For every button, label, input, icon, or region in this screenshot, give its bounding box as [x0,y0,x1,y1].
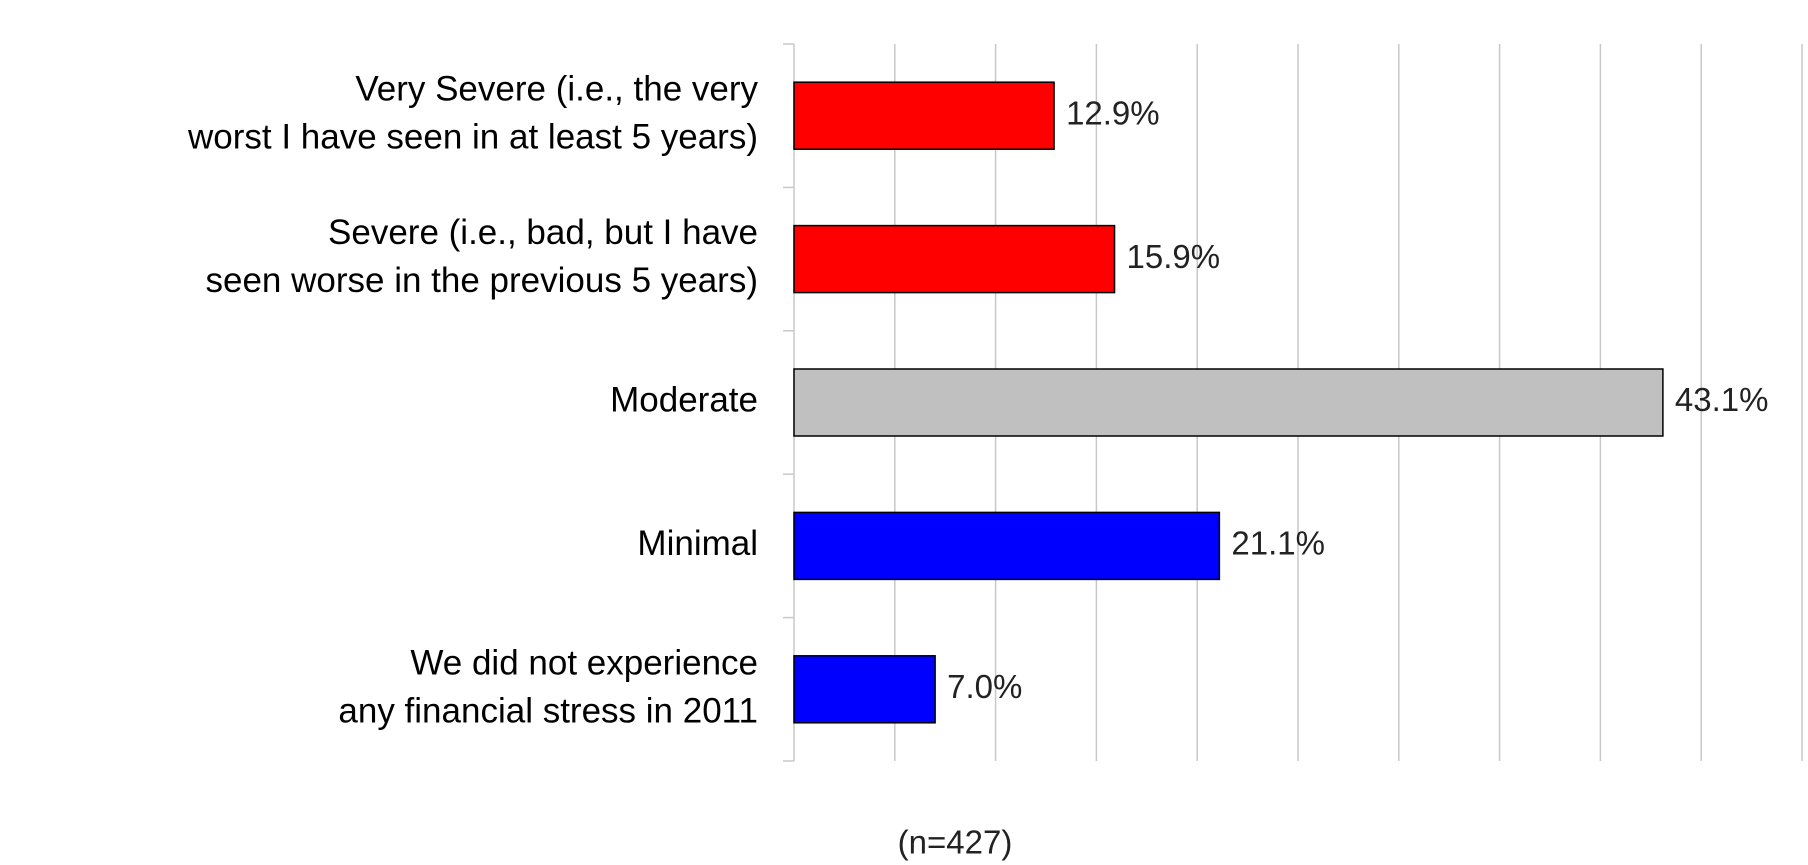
category-label: Severe (i.e., bad, but I have seen worse … [206,213,759,300]
bar [793,655,936,724]
category-label-line: seen worse in the previous 5 years) [206,261,759,300]
category-label: We did not experience any financial stres… [338,644,758,731]
category-label-line: Severe (i.e., bad, but I have [328,213,758,252]
value-label: 7.0% [947,668,1022,705]
category-label-line: Moderate [610,381,758,420]
bar [793,511,1221,581]
value-label: 12.9% [1066,94,1160,131]
category-label-line: any financial stress in 2011 [338,692,758,731]
value-label: 43.1% [1675,381,1769,418]
category-label-line: We did not experience [410,644,758,683]
bar [793,81,1055,150]
category-label: Minimal [637,524,758,563]
bar [793,224,1116,294]
value-label: 15.9% [1127,238,1221,275]
sample-size-note: (n=427) [898,824,1013,861]
category-label: Moderate [610,381,758,420]
bar [793,368,1664,437]
category-label: Very Severe (i.e., the very worst I have … [187,70,758,157]
category-label-line: worst I have seen in at least 5 years) [187,118,758,157]
value-label: 21.1% [1231,525,1325,562]
category-label-line: Minimal [637,524,758,563]
category-label-line: Very Severe (i.e., the very [355,70,758,109]
